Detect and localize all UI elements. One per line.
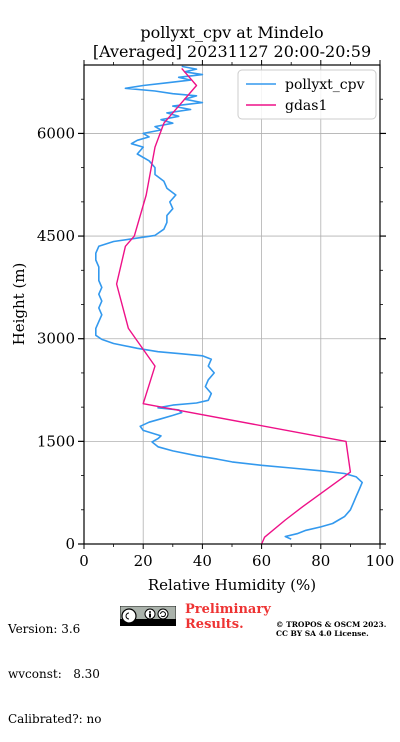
y-tick-label: 4500 (37, 227, 75, 245)
copyright-line-2: CC BY SA 4.0 License. (276, 629, 369, 638)
y-tick-label: 0 (65, 535, 75, 553)
cc-by-sa-badge-icon (120, 606, 176, 626)
y-tick-label: 1500 (37, 432, 75, 450)
x-axis-label: Relative Humidity (%) (148, 576, 316, 594)
x-tick-label: 20 (134, 552, 153, 570)
chart-title: pollyxt_cpv at Mindelo (140, 23, 323, 42)
series-layer (95, 65, 363, 545)
legend-label-pollyxt: pollyxt_cpv (285, 77, 365, 93)
preliminary-line-2: Results. (185, 617, 244, 632)
ticks: 0 20 40 60 80 100 0 1500 3000 4500 6000 (37, 60, 395, 570)
x-tick-label: 60 (252, 552, 271, 570)
copyright-notice: © TROPOS & OSCM 2023. CC BY SA 4.0 Licen… (276, 620, 386, 638)
copyright-line-1: © TROPOS & OSCM 2023. (276, 620, 387, 629)
x-tick-label: 0 (79, 552, 89, 570)
footer-info: Version: 3.6 wvconst: 8.30 Calibrated?: … (8, 592, 101, 742)
series-pollyxt-cpv-line (95, 65, 363, 540)
wvconst-text: wvconst: 8.30 (8, 667, 100, 681)
legend: pollyxt_cpv gdas1 (237, 69, 377, 120)
y-tick-label: 6000 (37, 124, 75, 142)
chart-subtitle: [Averaged] 20231127 20:00-20:59 (93, 42, 371, 61)
series-gdas1-line (115, 67, 352, 545)
legend-box (237, 69, 377, 120)
calibrated-text: Calibrated?: no (8, 712, 102, 726)
y-axis-label: Height (m) (10, 263, 28, 346)
x-tick-label: 80 (311, 552, 330, 570)
version-text: Version: 3.6 (8, 622, 81, 636)
y-tick-label: 3000 (37, 330, 75, 348)
preliminary-notice: Preliminary Results. (185, 602, 271, 632)
x-tick-label: 100 (366, 552, 395, 570)
x-tick-label: 40 (193, 552, 212, 570)
legend-label-gdas1: gdas1 (285, 98, 327, 114)
preliminary-line-1: Preliminary (185, 602, 271, 617)
rh-profile-chart: 0 20 40 60 80 100 0 1500 3000 4500 6000 pollyxt_cp… (10, 23, 395, 594)
